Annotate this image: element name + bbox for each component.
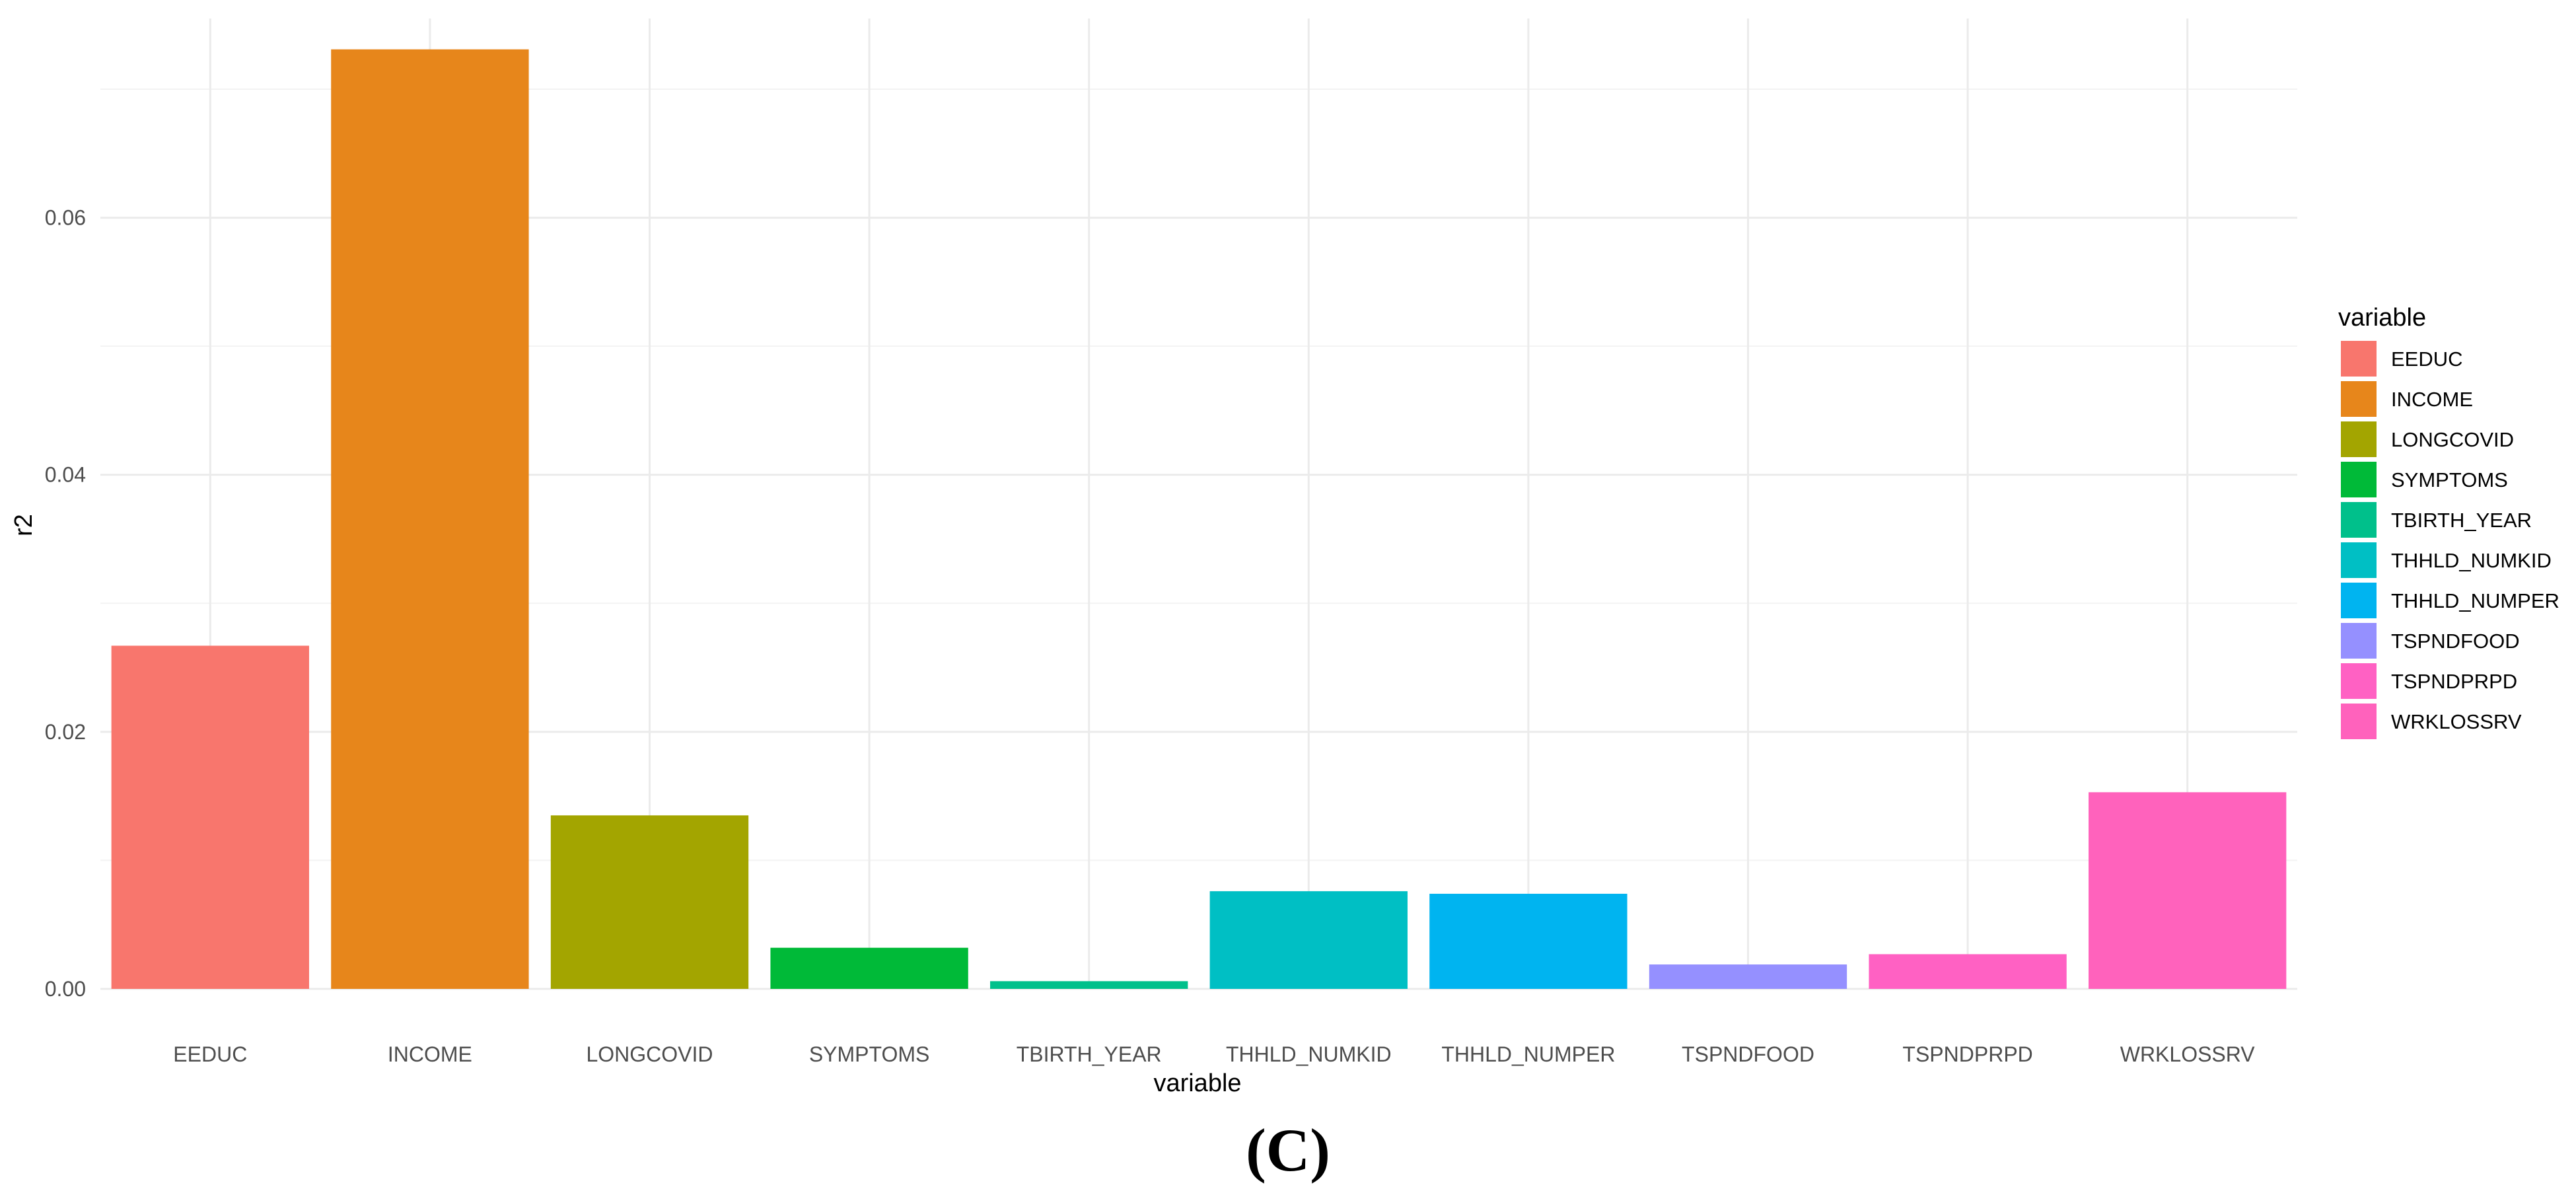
legend-label: TSPNDFOOD [2391, 630, 2520, 653]
legend: variable EEDUC INCOME LONGCOVID SYMPTOMS TBI… [2338, 304, 2559, 739]
legend-key [2341, 381, 2377, 417]
legend-label: THHLD_NUMPER [2391, 589, 2559, 612]
legend-label: SYMPTOMS [2391, 468, 2508, 491]
x-tick-labels: EEDUC INCOME LONGCOVID SYMPTOMS TBIRTH_YEAR T… [173, 1042, 2255, 1066]
bar-wrklossrv [2089, 792, 2287, 989]
legend-label: EEDUC [2391, 347, 2463, 371]
x-axis-title: variable [1153, 1069, 1241, 1097]
bar-thhld-numper [1429, 894, 1628, 989]
legend-label: TSPNDPRPD [2391, 670, 2517, 693]
x-tick-label: THHLD_NUMKID [1226, 1042, 1392, 1066]
bar-longcovid [550, 815, 749, 989]
legend-label: WRKLOSSRV [2391, 710, 2522, 733]
legend-key [2341, 542, 2377, 578]
bar-eeduc [111, 645, 309, 989]
bar-income [331, 49, 529, 990]
x-tick-label: SYMPTOMS [809, 1042, 930, 1066]
y-tick-label: 0.04 [45, 463, 86, 487]
bar-tspndfood [1649, 964, 1847, 989]
bars [111, 49, 2287, 990]
x-tick-label: WRKLOSSRV [2120, 1042, 2256, 1066]
legend-label: INCOME [2391, 388, 2473, 411]
bar-thhld-numkid [1209, 891, 1408, 989]
legend-label: THHLD_NUMKID [2391, 549, 2552, 572]
legend-key [2341, 623, 2377, 659]
legend-key [2341, 341, 2377, 377]
legend-key [2341, 663, 2377, 699]
panel-label: (C) [1246, 1116, 1330, 1184]
y-tick-label: 0.06 [45, 206, 86, 230]
bar-symptoms [770, 947, 968, 989]
x-tick-label: THHLD_NUMPER [1441, 1042, 1615, 1066]
y-tick-label: 0.00 [45, 977, 86, 1001]
y-tick-labels: 0.00 0.02 0.04 0.06 [45, 206, 86, 1001]
y-tick-label: 0.02 [45, 720, 86, 744]
legend-key [2341, 704, 2377, 739]
x-tick-label: LONGCOVID [586, 1042, 713, 1066]
legend-items: EEDUC INCOME LONGCOVID SYMPTOMS TBIRTH_YEAR T… [2341, 341, 2559, 739]
legend-key [2341, 583, 2377, 618]
legend-label: TBIRTH_YEAR [2391, 509, 2532, 532]
x-tick-label: TSPNDFOOD [1682, 1042, 1814, 1066]
legend-title: variable [2338, 304, 2426, 332]
bar-tspndprpd [1869, 954, 2067, 989]
x-tick-label: TSPNDPRPD [1902, 1042, 2032, 1066]
bar-tbirth-year [990, 981, 1188, 989]
y-axis-title: r2 [10, 514, 38, 536]
legend-key [2341, 502, 2377, 538]
x-tick-label: INCOME [388, 1042, 472, 1066]
x-tick-label: EEDUC [173, 1042, 247, 1066]
legend-key [2341, 462, 2377, 497]
legend-key [2341, 421, 2377, 457]
x-tick-label: TBIRTH_YEAR [1017, 1042, 1162, 1066]
legend-label: LONGCOVID [2391, 428, 2514, 451]
